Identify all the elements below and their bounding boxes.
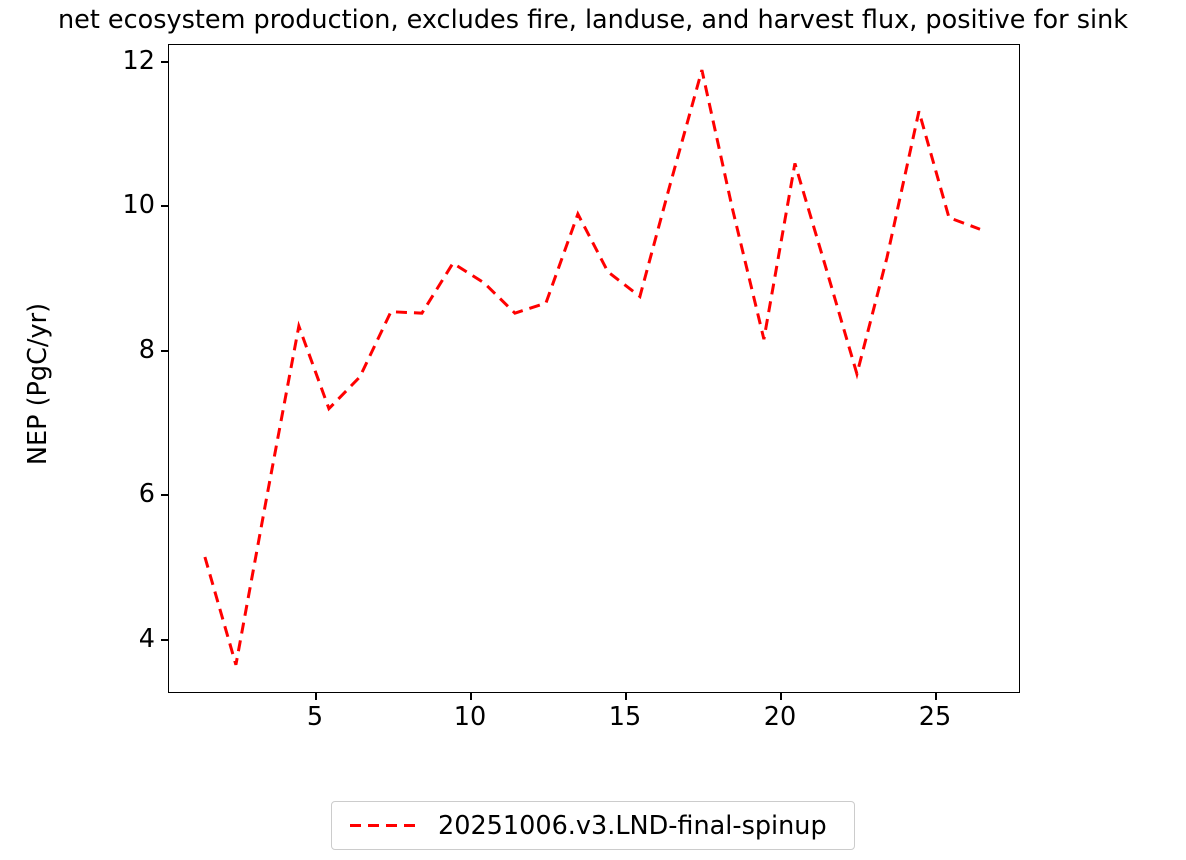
- chart-legend[interactable]: 20251006.v3.LND-final-spinup: [331, 801, 855, 850]
- y-tick-mark: [161, 61, 168, 63]
- x-tick-mark: [315, 693, 317, 700]
- series-line-0: [203, 69, 981, 666]
- y-tick-label-6: 6: [138, 479, 155, 509]
- x-tick-mark: [470, 693, 472, 700]
- y-axis-ticks: 12 10 8 6 4: [0, 0, 168, 860]
- legend-line-swatch-icon: [350, 824, 422, 827]
- y-tick-mark: [161, 494, 168, 496]
- chart-title: net ecosystem production, excludes fire,…: [57, 5, 1129, 35]
- x-tick-label-20: 20: [763, 702, 797, 732]
- y-tick-label-12: 12: [122, 46, 155, 76]
- plot-area-frame: [168, 44, 1020, 693]
- y-tick-label-8: 8: [138, 335, 155, 365]
- x-tick-label-15: 15: [608, 702, 642, 732]
- y-tick-label-10: 10: [122, 190, 155, 220]
- x-tick-mark: [935, 693, 937, 700]
- x-tick-label-10: 10: [453, 702, 487, 732]
- y-tick-mark: [161, 639, 168, 641]
- legend-item-label: 20251006.v3.LND-final-spinup: [438, 810, 827, 841]
- legend-item-0[interactable]: 20251006.v3.LND-final-spinup: [332, 811, 827, 841]
- y-tick-label-4: 4: [138, 624, 155, 654]
- x-tick-mark: [625, 693, 627, 700]
- x-tick-label-25: 25: [918, 702, 952, 732]
- x-tick-mark: [780, 693, 782, 700]
- y-axis-label: NEP (PgC/yr): [23, 302, 53, 466]
- data-plot-layer: [203, 69, 981, 666]
- x-tick-label-5: 5: [306, 702, 324, 732]
- y-tick-mark: [161, 350, 168, 352]
- y-tick-mark: [161, 205, 168, 207]
